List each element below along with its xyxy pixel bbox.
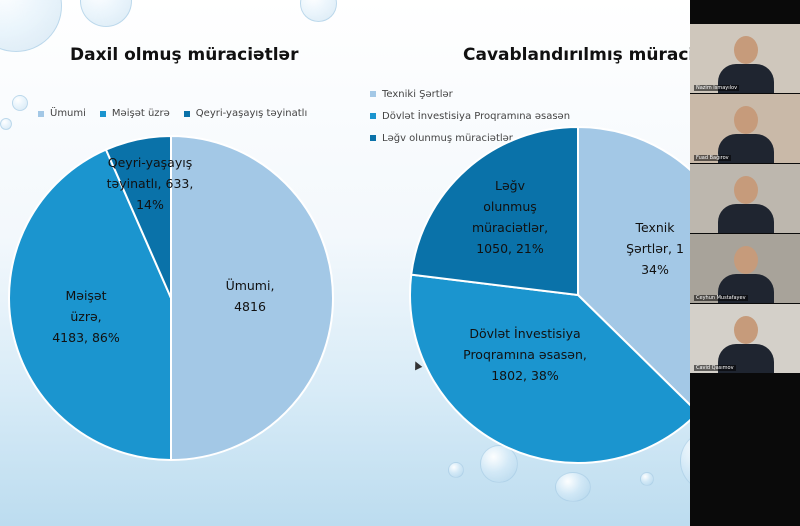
person-head-icon — [734, 36, 758, 64]
legend-label: Ləğv olunmuş müraciətlər — [382, 132, 513, 144]
legend-label: Ümumi — [50, 108, 86, 119]
video-participants-panel: Nazim Ismayılov Fuad Bağırov Ceyhun Mustaf… — [690, 0, 800, 526]
legend-item: Dövlət İnvestisiya Proqramına əsasən — [370, 105, 570, 127]
legend-swatch — [370, 135, 376, 141]
participant-name: Fuad Bağırov — [694, 155, 731, 161]
legend-swatch — [38, 110, 44, 117]
video-tile[interactable]: Cavid Qasımov — [690, 304, 800, 373]
slice-data-label: Dövlət İnvestisiya Proqramına əsasən, 1802… — [463, 326, 587, 383]
legend-item: Məişət üzrə — [99, 108, 170, 119]
video-tile[interactable]: Ceyhun Mustafayev — [690, 234, 800, 303]
slice-data-label: Qeyri-yaşayış təyinatlı, 633, 14% — [107, 155, 194, 212]
legend-swatch — [370, 113, 376, 119]
pie-slice-1-1 — [170, 134, 334, 462]
pie-slice-2-2 — [409, 273, 700, 464]
person-body-icon — [718, 204, 774, 233]
person-head-icon — [734, 316, 758, 344]
video-tile[interactable]: Fuad Bağırov — [690, 94, 800, 163]
chart1-title: Daxil olmuş müraciətlər — [70, 45, 299, 65]
person-head-icon — [734, 106, 758, 134]
person-head-icon — [734, 176, 758, 204]
legend-label: Qeyri-yaşayış təyinatlı — [195, 108, 308, 119]
water-drop — [12, 95, 28, 111]
legend-swatch — [99, 110, 106, 117]
legend-item: Ləğv olunmuş müraciətlər — [370, 127, 570, 149]
legend-label: Məişət üzrə — [111, 108, 170, 119]
chart1-legend: Ümumi Məişət üzrə Qeyri-yaşayış təyinatl… — [38, 108, 307, 119]
chart2-legend: Texniki Şərtlər Dövlət İnvestisiya Proqr… — [370, 83, 570, 149]
legend-item: Qeyri-yaşayış təyinatlı — [183, 108, 308, 119]
slice-data-label: Texnik Şərtlər, 1 34% — [626, 220, 684, 277]
water-drop — [555, 472, 591, 502]
water-drop — [0, 118, 12, 130]
slice-data-label: Ləğv olunmuş müraciətlər, 1050, 21% — [472, 178, 548, 256]
pie-slice-1-3 — [104, 134, 172, 299]
legend-swatch — [183, 110, 190, 117]
water-drop — [448, 462, 464, 478]
legend-swatch — [370, 91, 376, 97]
legend-label: Texniki Şərtlər — [382, 88, 453, 100]
slice-data-label: Ümumi, 4816 — [226, 277, 275, 314]
pie-slice-2-3 — [410, 125, 579, 297]
slice-data-label: Məişət üzrə, 4183, 86% — [52, 288, 120, 345]
legend-label: Dövlət İnvestisiya Proqramına əsasən — [382, 110, 571, 122]
chart2-title: Cavablandırılmış müraciətlə — [463, 45, 732, 65]
video-tile[interactable] — [690, 164, 800, 233]
legend-item: Ümumi — [38, 108, 86, 119]
water-drop — [480, 445, 518, 483]
pie-slice-1-2 — [8, 148, 172, 462]
participant-name: Cavid Qasımov — [694, 365, 736, 371]
video-tile[interactable]: Nazim Ismayılov — [690, 24, 800, 93]
participant-name: Nazim Ismayılov — [694, 85, 740, 91]
person-head-icon — [734, 246, 758, 274]
legend-item: Texniki Şərtlər — [370, 83, 570, 105]
water-drop — [640, 472, 654, 486]
participant-name: Ceyhun Mustafayev — [694, 295, 748, 301]
